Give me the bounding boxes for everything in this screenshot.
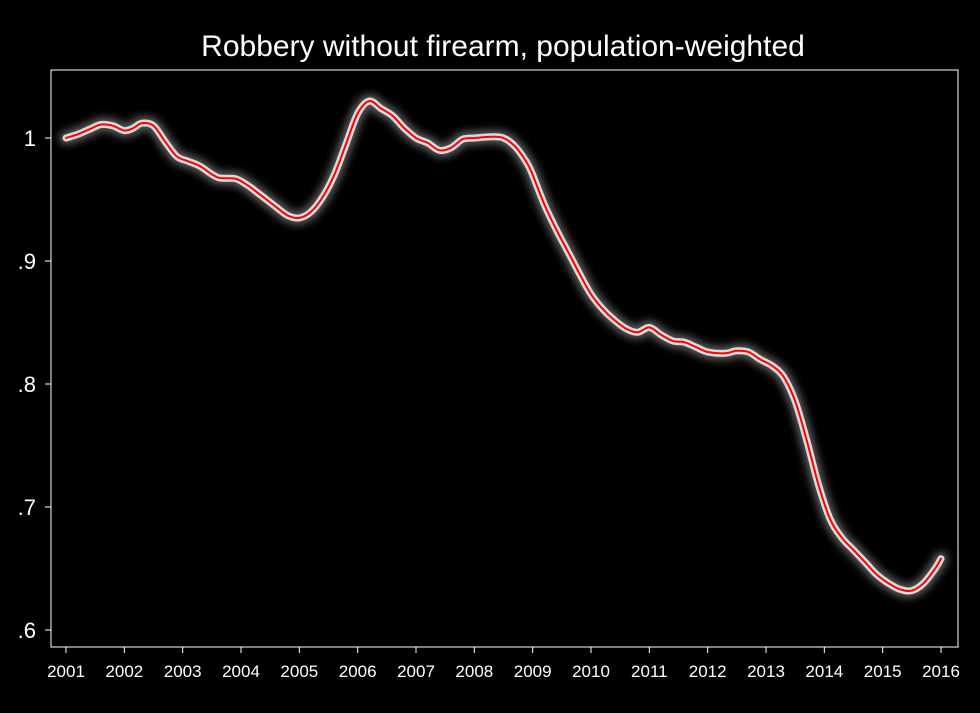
plot-frame xyxy=(50,69,959,648)
chart-title: Robbery without firearm, population-weig… xyxy=(201,30,805,63)
x-tick-label: 2002 xyxy=(105,662,143,681)
confidence-band-inner xyxy=(62,97,945,595)
x-tick-label: 2015 xyxy=(864,662,902,681)
x-tick-label: 2005 xyxy=(280,662,318,681)
y-tick-label: .7 xyxy=(18,495,36,520)
confidence-band-outer xyxy=(59,94,948,599)
x-tick-label: 2012 xyxy=(689,662,727,681)
x-tick-label: 2004 xyxy=(222,662,260,681)
y-tick-label: 1 xyxy=(24,126,36,151)
series-line xyxy=(65,100,942,593)
x-tick-label: 2003 xyxy=(164,662,202,681)
x-tick-label: 2014 xyxy=(805,662,843,681)
y-axis: .6 .7 .8 .9 1 xyxy=(18,126,51,643)
x-tick-label: 2013 xyxy=(747,662,785,681)
x-tick-label: 2001 xyxy=(47,662,85,681)
x-tick-label: 2006 xyxy=(339,662,377,681)
x-axis: 2001 2002 2003 2004 2005 2006 2007 2008 2009 2010… xyxy=(47,647,960,681)
x-tick-label: 2010 xyxy=(572,662,610,681)
series-layer xyxy=(59,94,948,599)
x-tick-label: 2007 xyxy=(397,662,435,681)
y-tick-label: .9 xyxy=(18,249,36,274)
x-tick-label: 2016 xyxy=(922,662,960,681)
x-tick-label: 2009 xyxy=(514,662,552,681)
y-tick-label: .6 xyxy=(18,618,36,643)
x-tick-label: 2008 xyxy=(455,662,493,681)
x-tick-label: 2011 xyxy=(631,662,668,681)
y-tick-label: .8 xyxy=(18,372,36,397)
